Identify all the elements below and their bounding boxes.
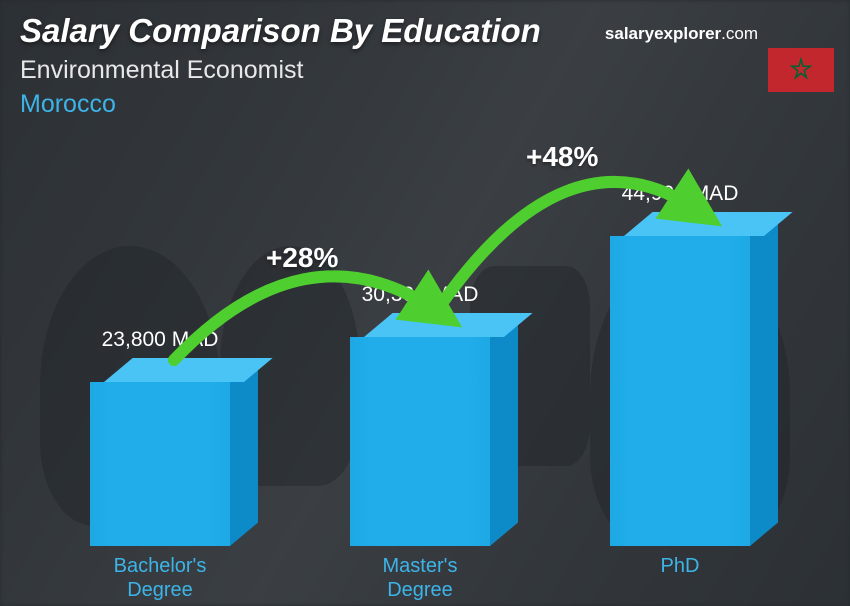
bar-label: Master'sDegree [320, 554, 520, 602]
brand-tld: .com [721, 24, 758, 43]
job-title: Environmental Economist [20, 56, 303, 85]
bar-side [490, 314, 518, 546]
bar-side [750, 213, 778, 546]
bar-value: 23,800 MAD [60, 328, 260, 352]
brand-label: salaryexplorer.com [605, 24, 758, 44]
bar-front [610, 236, 750, 546]
country-name: Morocco [20, 90, 116, 119]
flag-star-icon [788, 57, 814, 83]
bar-front [90, 382, 230, 546]
bar-label: Bachelor'sDegree [60, 554, 260, 602]
morocco-flag [768, 48, 834, 92]
bar-top [104, 358, 273, 382]
bar-value: 30,300 MAD [320, 283, 520, 307]
bar-top [624, 212, 793, 236]
bar-label: PhD [580, 554, 780, 578]
bar-top [364, 313, 533, 337]
bar-0: 23,800 MADBachelor'sDegree [90, 382, 230, 546]
brand-root: salaryexplorer [605, 24, 721, 43]
bar-front [350, 337, 490, 546]
bar-2: 44,900 MADPhD [610, 236, 750, 546]
bar-1: 30,300 MADMaster'sDegree [350, 337, 490, 546]
increase-label-1: +48% [526, 141, 598, 173]
page-title: Salary Comparison By Education [20, 12, 541, 50]
increase-label-0: +28% [266, 242, 338, 274]
bar-value: 44,900 MAD [580, 182, 780, 206]
salary-bar-chart: 23,800 MADBachelor'sDegree 30,300 MADMast… [50, 140, 800, 546]
bar-side [230, 359, 258, 546]
